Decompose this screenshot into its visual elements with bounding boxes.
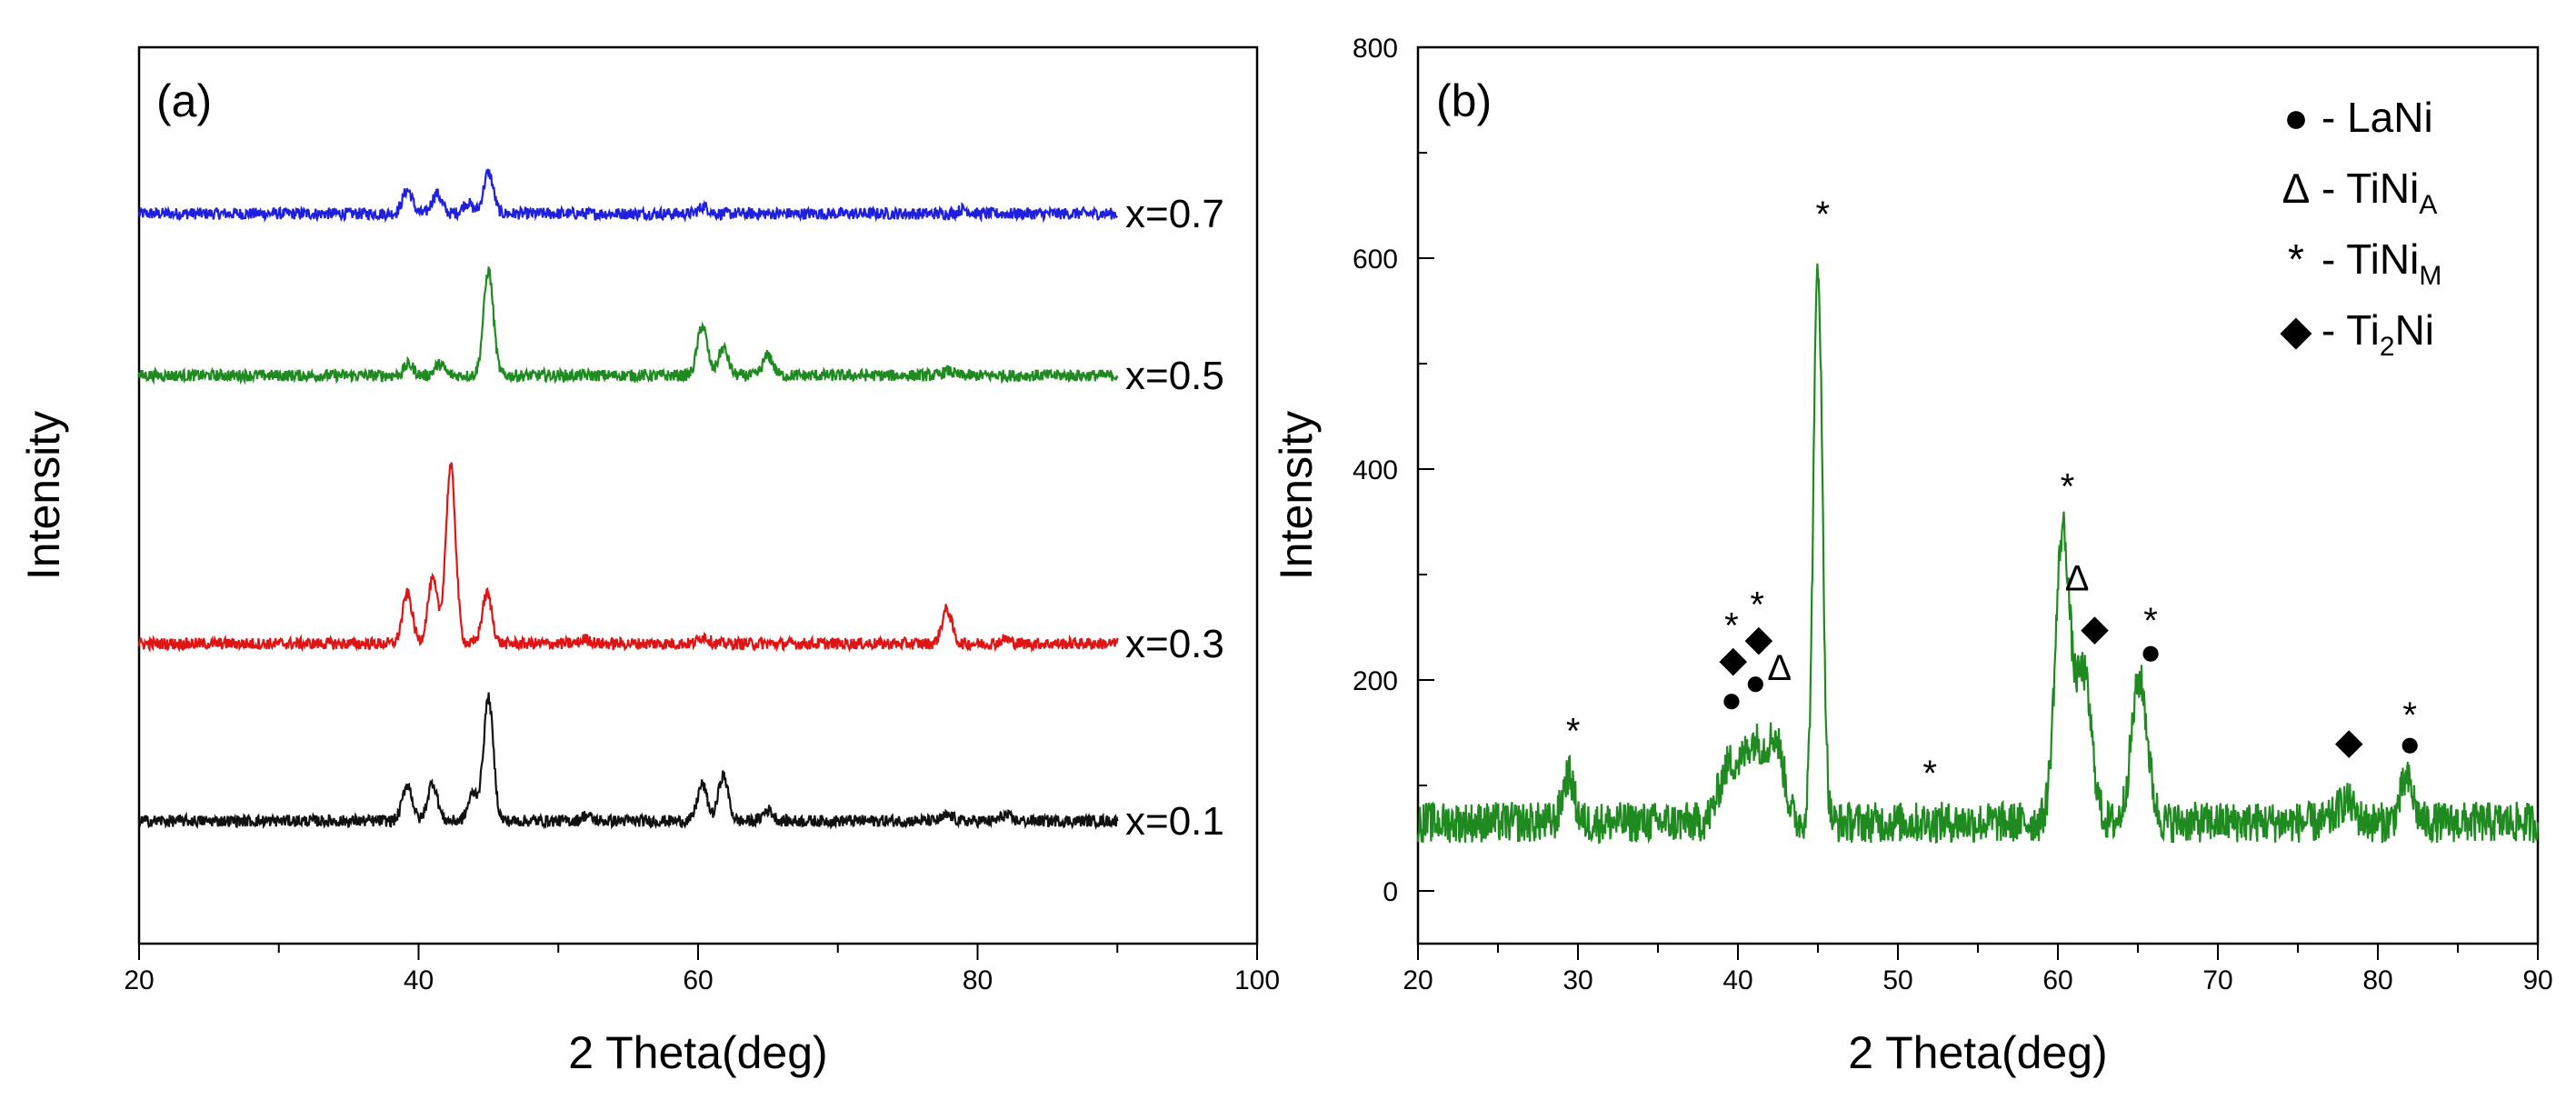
panel-a-plot-area [137,45,1259,945]
panel-b-legend-suffix: Ni [2395,306,2434,354]
panel-b-phase-marker: * [1724,606,1739,646]
panel-b-x-axis-title: 2 Theta(deg) [1848,1027,2107,1078]
panel-b-legend: ● - LaNi∆ - TiNiA * - TiNiM◆ - Ti2Ni [2280,94,2441,362]
panel-b-legend-symbol: ∆ [2283,165,2310,212]
panel-b-phase-marker: * [2061,466,2075,506]
panel-a-series-label: x=0.1 [1125,799,1224,844]
panel-b-legend-label: - LaNi [2321,94,2433,141]
panel-b-y-axis-title: Intensity [1271,411,1322,580]
panel-b-x-tick-label: 20 [1403,965,1433,995]
panel-b-legend-label: - Ti2Ni [2321,306,2434,362]
panel-b-phase-marker: * [1750,585,1764,625]
panel-b-legend-subscript: A [2419,190,2437,220]
panel-b-series-line [1416,263,2540,845]
panel-b-phase-marker: ● [1721,680,1742,720]
panel-b-x-tick-label: 30 [1563,965,1593,995]
panel-b-series [1416,263,2540,845]
panel-a-x-tick-label: 20 [124,965,154,995]
panel-b-x-tick-label: 60 [2042,965,2072,995]
panel-b-legend-subscript: M [2419,261,2441,291]
panel-a-series-label: x=0.3 [1125,622,1224,666]
panel-b-phase-marker: ◆ [1719,640,1747,680]
panel-b-x-tick-label: 80 [2362,965,2392,995]
panel-a-series-line [137,462,1119,654]
panel-b-phase-marker: * [2143,601,2158,641]
panel-b-y-tick-label: 400 [1353,455,1398,485]
panel-a: (a) 20 40 60 80 100 x=0.7 x=0.5 x=0.3 x=0.1 2 T… [18,45,1280,1078]
panel-a-label: (a) [156,75,212,126]
panel-b-phase-marker: * [1815,195,1830,235]
panel-b-phase-marker: ● [1744,663,1766,703]
panel-b-legend-symbol: ● [2283,94,2309,141]
panel-b-x-tick-label: 70 [2202,965,2232,995]
panel-a-x-ticks: 20 40 60 80 100 [124,944,1280,995]
panel-b-y-tick-label: 200 [1353,666,1398,696]
panel-b-x-tick-label: 90 [2522,965,2552,995]
panel-b-phase-marker: ∆ [1769,648,1792,688]
panel-a-series-line [137,692,1119,831]
panel-b-x-ticks: 20 30 40 50 60 70 80 90 [1403,944,2553,995]
panel-b-legend-label: - TiNiM [2321,235,2441,291]
panel-b-y-tick-label: 800 [1353,34,1398,64]
panel-b-y-tick-label: 0 [1383,877,1398,907]
panel-b-phase-marker: ● [2140,633,2162,673]
panel-a-series-line [137,168,1118,224]
panel-a-series-label: x=0.7 [1125,192,1224,236]
panel-a-y-axis-title: Intensity [18,411,69,580]
panel-b-phase-marker: ● [2399,725,2421,765]
panel-a-series-line [137,266,1119,385]
panel-a-x-tick-label: 100 [1234,965,1280,995]
panel-b-x-tick-label: 40 [1722,965,1752,995]
panel-b-x-tick-label: 50 [1882,965,1912,995]
panel-a-series: x=0.7 x=0.5 x=0.3 x=0.1 [137,168,1224,844]
panel-b-phase-marker: ◆ [1744,619,1772,659]
panel-b-phase-marker: * [1566,712,1581,752]
panel-a-series-label: x=0.5 [1125,354,1224,398]
panel-a-x-axis-title: 2 Theta(deg) [568,1027,827,1078]
panel-b-phase-marker: * [1922,754,1937,794]
panel-b-phase-marker: * [2402,695,2417,735]
panel-b-phase-marker: ◆ [2081,608,2109,648]
panel-b-legend-symbol: * [2288,235,2304,283]
panel-b-y-tick-label: 600 [1353,245,1398,275]
panel-b-phase-marker: ∆ [2066,558,2089,598]
panel-a-x-tick-label: 60 [683,965,713,995]
panel-a-x-tick-label: 80 [963,965,993,995]
panel-b-legend-symbol: ◆ [2280,306,2312,354]
panel-b-phase-markers: ****◆◆∆● ●**∆◆ *●◆*● [1566,195,2421,794]
panel-a-x-tick-label: 40 [404,965,434,995]
panel-b-label: (b) [1436,75,1492,126]
panel-b-y-ticks: 0 200 400 600 800 [1353,34,1434,907]
panel-b-legend-label: - TiNiA [2321,165,2437,220]
panel-b-phase-marker: ◆ [2335,722,2363,762]
panel-b-legend-subscript: 2 [2380,332,2395,362]
